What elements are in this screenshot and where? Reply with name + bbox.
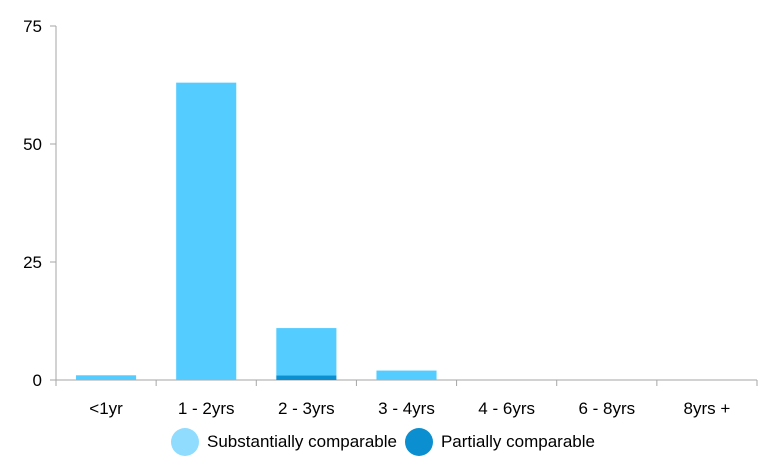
x-tick-label: 4 - 6yrs bbox=[478, 399, 535, 418]
x-tick-label: 2 - 3yrs bbox=[278, 399, 335, 418]
legend-item-substantially-comparable: Substantially comparable bbox=[171, 428, 397, 456]
bar-substantially-comparable bbox=[76, 375, 137, 380]
legend-label-partially-comparable: Partially comparable bbox=[440, 432, 595, 451]
legend-label-substantially-comparable: Substantially comparable bbox=[207, 432, 397, 451]
bars bbox=[76, 82, 437, 380]
bar-partially-comparable bbox=[276, 375, 337, 380]
bar-substantially-comparable bbox=[176, 82, 237, 380]
y-tick-label: 50 bbox=[23, 135, 42, 154]
x-tick-label: 3 - 4yrs bbox=[378, 399, 435, 418]
y-tick-label: 75 bbox=[23, 17, 42, 36]
bar-chart: 0 25 50 75 <1yr 1 - 2yrs 2 - 3yrs 3 - 4yrs 4 - … bbox=[23, 17, 758, 418]
bar-substantially-comparable bbox=[376, 370, 437, 380]
x-tick-label: 1 - 2yrs bbox=[178, 399, 235, 418]
legend-item-partially-comparable: Partially comparable bbox=[404, 428, 595, 456]
x-tick-label: <1yr bbox=[89, 399, 123, 418]
legend-swatch-partially-comparable bbox=[404, 428, 433, 456]
y-tick-label: 25 bbox=[23, 253, 42, 272]
x-tick-label: 6 - 8yrs bbox=[578, 399, 635, 418]
x-axis: <1yr 1 - 2yrs 2 - 3yrs 3 - 4yrs 4 - 6yrs 6 - … bbox=[55, 379, 758, 418]
legend: Substantially comparable Partially compa… bbox=[0, 428, 766, 456]
legend-swatch-substantially-comparable bbox=[171, 428, 200, 456]
bar-substantially-comparable bbox=[276, 328, 337, 376]
x-tick-label: 8yrs + bbox=[684, 399, 731, 418]
y-tick-label: 0 bbox=[33, 371, 42, 390]
y-axis: 0 25 50 75 bbox=[23, 17, 57, 390]
